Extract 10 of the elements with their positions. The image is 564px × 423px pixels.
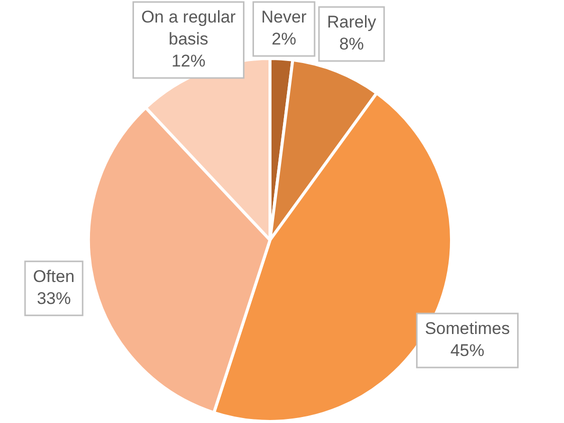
slice-label: Never [261, 8, 307, 27]
slice-label: On a regular basis [141, 8, 236, 49]
data-label: 12% [171, 52, 206, 71]
data-label: 2% [272, 30, 296, 49]
data-label: 45% [450, 341, 484, 360]
slice-label: Often [33, 267, 75, 286]
slice-label: Sometimes [424, 319, 510, 338]
slice-label: Rarely [326, 12, 377, 32]
data-label: 8% [339, 34, 364, 54]
data-label: 33% [36, 289, 71, 308]
